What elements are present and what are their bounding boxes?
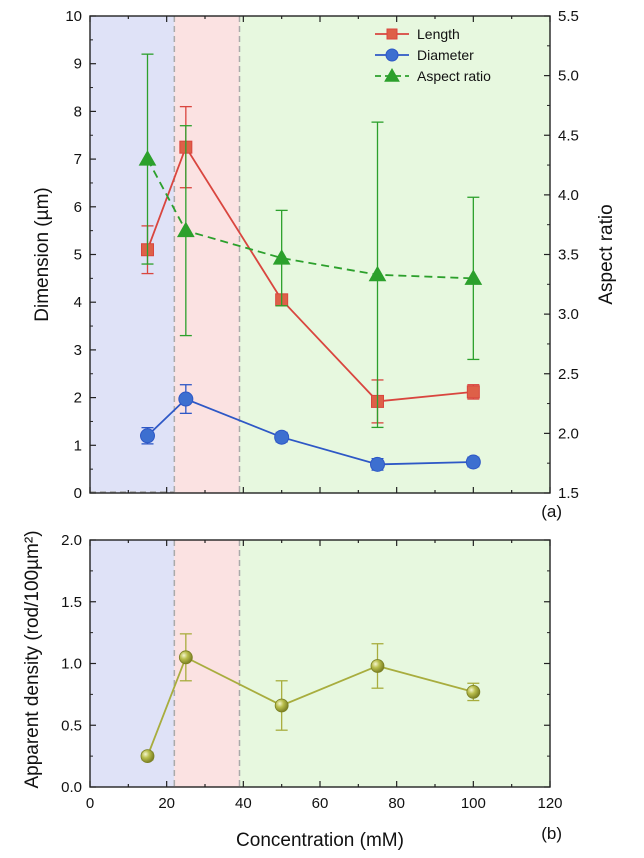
series-aspect-ratio: [138, 53, 483, 429]
series-diameter: [140, 384, 481, 472]
x-tick-label: 40: [235, 795, 252, 812]
y-axis-title: Dimension (µm): [32, 187, 53, 321]
data-point: [464, 269, 483, 285]
data-point: [178, 391, 194, 407]
legend: Length Diameter Aspect ratio: [375, 26, 491, 84]
y2-tick-label: 4.5: [558, 127, 579, 144]
y-tick-label: 7: [74, 151, 82, 168]
y2-tick-label: 1.5: [558, 485, 579, 502]
legend-label: Diameter: [417, 47, 474, 63]
x-tick-label: 80: [388, 795, 405, 812]
y-tick-label: 1.0: [61, 656, 82, 673]
y-tick-label: 10: [65, 8, 82, 25]
data-point: [178, 650, 193, 665]
y-tick-label: 8: [74, 103, 82, 120]
y2-tick-label: 3.0: [558, 306, 579, 323]
x-tick-label: 120: [537, 795, 562, 812]
x-axis-title: Concentration (mM): [236, 830, 404, 851]
data-point: [370, 456, 385, 472]
y2-tick-label: 2.0: [558, 425, 579, 442]
y-tick-label: 0: [74, 485, 82, 502]
y-tick-label: 2.0: [61, 532, 82, 549]
data-point: [465, 454, 481, 470]
region-band: [90, 540, 175, 787]
data-point: [370, 659, 385, 673]
region-band: [239, 540, 550, 787]
y-tick-label: 1: [74, 437, 82, 454]
region-band: [174, 16, 240, 493]
y-tick-label: 1.5: [61, 594, 82, 611]
y2-tick-label: 5.0: [558, 68, 579, 85]
legend-marker: [385, 48, 399, 62]
y-tick-label: 3: [74, 342, 82, 359]
y-tick-label: 4: [74, 294, 82, 311]
y2-axis-title: Aspect ratio: [596, 204, 617, 304]
y-tick-label: 6: [74, 199, 82, 216]
panel-label: (b): [541, 824, 562, 843]
legend-label: Aspect ratio: [417, 68, 491, 84]
y2-tick-label: 5.5: [558, 8, 579, 25]
series-line: [146, 158, 474, 280]
y-tick-label: 0.0: [61, 779, 82, 796]
legend-marker: [384, 67, 400, 82]
y2-tick-label: 2.5: [558, 366, 579, 383]
y2-tick-label: 3.5: [558, 247, 579, 264]
x-tick-label: 20: [158, 795, 175, 812]
y-tick-label: 2: [74, 390, 82, 407]
x-tick-label: 0: [86, 795, 94, 812]
panel-label: (a): [541, 502, 562, 521]
data-point: [138, 150, 157, 166]
data-point: [368, 265, 387, 282]
panel-b: 0.0 0.5 1.0 1.5 2.0 0 20 40 60 80 100 120 Apparent d…: [22, 530, 563, 851]
data-point: [274, 698, 289, 713]
y-tick-label: 0.5: [61, 717, 82, 734]
y-tick-label: 5: [74, 247, 82, 264]
series-apparent-density: [140, 633, 481, 764]
data-point: [140, 428, 155, 444]
data-point: [272, 249, 291, 265]
data-point: [274, 429, 290, 445]
x-tick-label: 100: [461, 795, 486, 812]
x-tick-label: 60: [312, 795, 329, 812]
legend-marker: [386, 28, 398, 40]
y2-tick-label: 4.0: [558, 187, 579, 204]
data-point: [140, 749, 155, 764]
data-point: [176, 221, 195, 238]
region-band: [239, 16, 550, 493]
region-band: [90, 16, 175, 493]
legend-label: Length: [417, 26, 460, 42]
data-point: [466, 385, 480, 399]
panel-a: 0 1 2 3 4 5 6 7 8 9 10 1.5 2.0 2.5 3.0 3.5 4.0 4.5 5.0 5.5 D…: [32, 8, 617, 521]
data-point: [466, 685, 481, 699]
y-tick-label: 9: [74, 56, 82, 73]
y-axis-title: Apparent density (rod/100µm²): [22, 530, 43, 788]
